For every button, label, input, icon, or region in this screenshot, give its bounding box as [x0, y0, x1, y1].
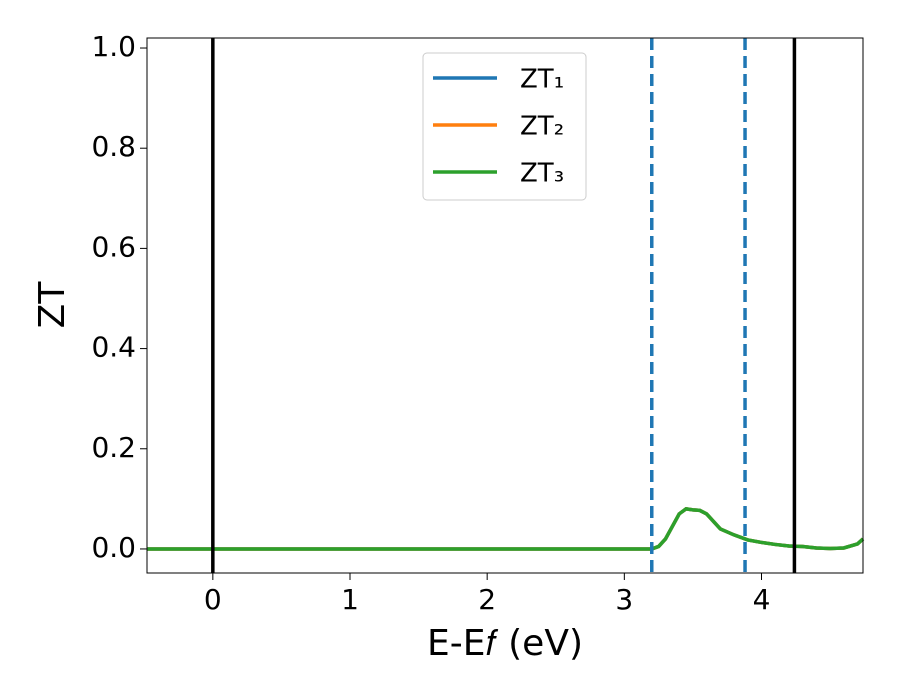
legend-label: ZT₃ [520, 159, 564, 189]
y-axis-label: ZT [32, 281, 73, 329]
y-tick-label: 0.4 [91, 331, 136, 364]
y-tick-label: 1.0 [91, 30, 136, 63]
x-tick-label: 3 [615, 583, 633, 616]
y-tick-label: 0.8 [91, 130, 136, 163]
y-tick-label: 0.6 [91, 230, 136, 263]
series-line [147, 507, 865, 551]
legend-box [422, 52, 587, 201]
legend-label: ZT₁ [520, 65, 564, 95]
x-tick-label: 0 [204, 583, 222, 616]
x-tick-label: 1 [341, 583, 359, 616]
y-tick-label: 0.0 [91, 531, 136, 564]
plot-frame [146, 37, 864, 574]
legend-label: ZT₂ [520, 112, 564, 142]
y-tick-label: 0.2 [91, 431, 136, 464]
x-axis-label: E-E𝑓 (eV) [427, 623, 583, 664]
x-tick-label: 4 [753, 583, 771, 616]
x-tick-label: 2 [478, 583, 496, 616]
